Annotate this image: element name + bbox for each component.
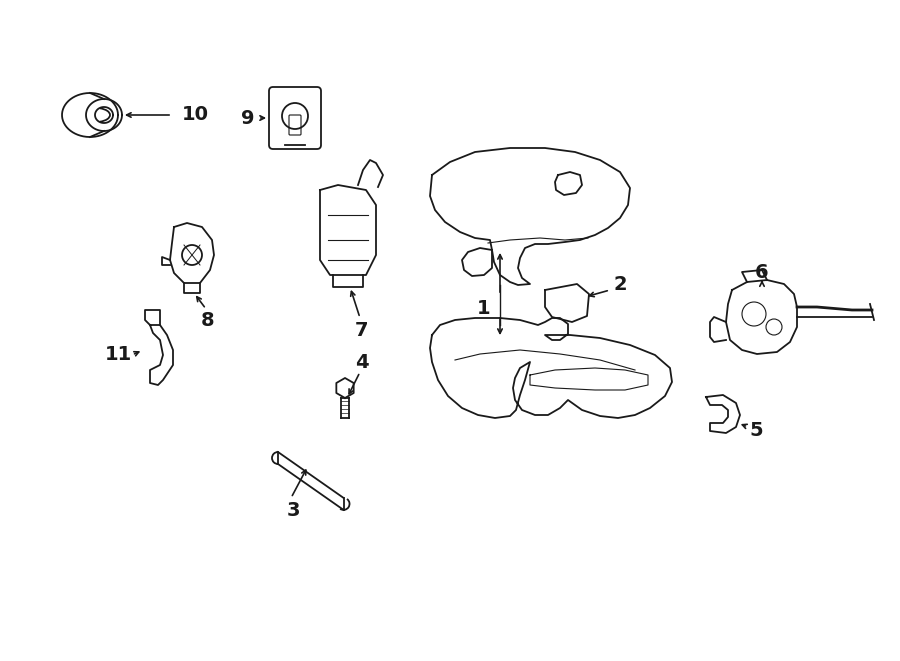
- Text: 6: 6: [755, 262, 769, 282]
- Text: 3: 3: [286, 500, 300, 520]
- Text: 8: 8: [202, 311, 215, 329]
- Text: 5: 5: [749, 420, 763, 440]
- Text: 2: 2: [613, 276, 626, 295]
- Text: 4: 4: [356, 352, 369, 371]
- Text: 11: 11: [104, 346, 131, 364]
- Text: 7: 7: [356, 321, 369, 340]
- Text: 9: 9: [241, 108, 255, 128]
- Text: 1: 1: [477, 299, 490, 317]
- Text: 10: 10: [182, 106, 209, 124]
